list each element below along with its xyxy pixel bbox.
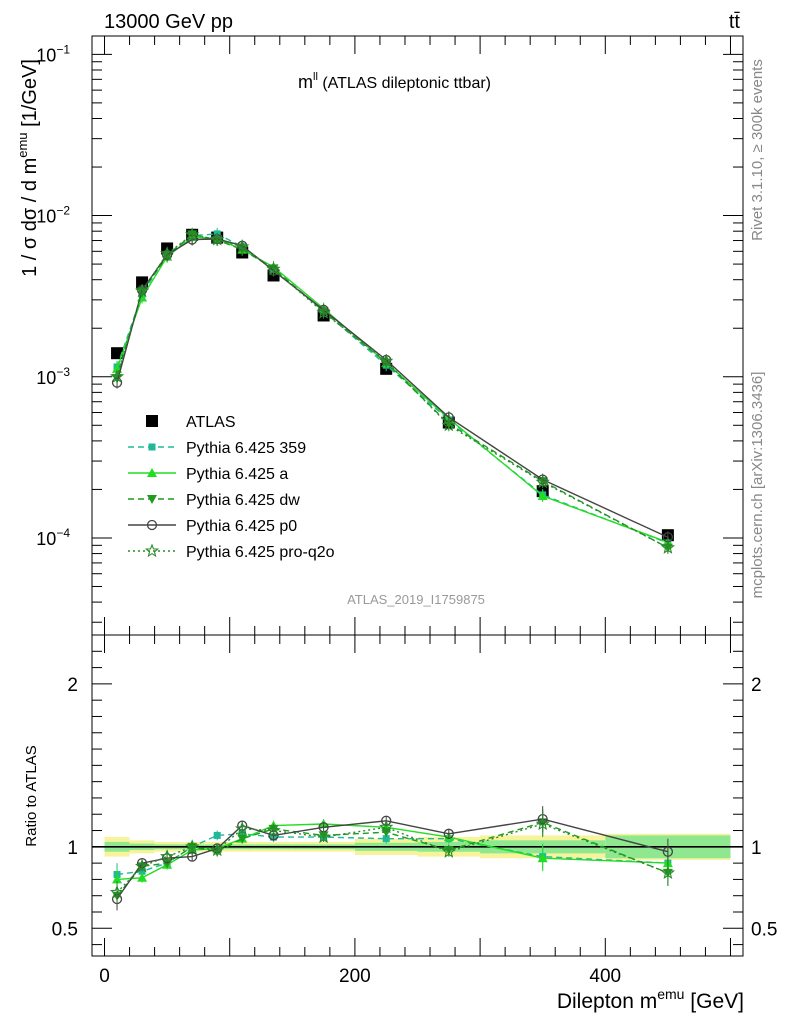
ratio-axis-ticks: 0.5 0.5 1 1 2 2 0 200 400 xyxy=(52,635,777,987)
ratio-y-tick-label: 0.5 xyxy=(52,919,78,940)
mc-point-triangle-down xyxy=(381,828,392,838)
ratio-series-layer xyxy=(109,806,676,911)
y-tick-label: 10−2 xyxy=(36,204,70,227)
mc-point-star xyxy=(109,369,125,383)
mc-point-star xyxy=(134,858,150,873)
ratio-series-line xyxy=(116,818,669,900)
mc-point-star xyxy=(159,849,175,863)
mc-point-star xyxy=(184,839,200,853)
legend-entry: Pythia 6.425 pro-q2o xyxy=(128,543,335,561)
ratio-series-line xyxy=(116,821,669,897)
y-tick-label: 10−4 xyxy=(36,526,70,549)
process-label: tt̄ xyxy=(729,11,741,33)
mc-point-star xyxy=(316,305,331,319)
mc-point-star xyxy=(660,540,676,554)
mc-point-star xyxy=(535,474,550,489)
mc-point-square xyxy=(382,835,390,843)
ratio-series-line xyxy=(116,823,668,881)
analysis-id-label: ATLAS_2019_I1759875 xyxy=(347,592,485,607)
mc-point-star xyxy=(266,261,281,276)
ratio-y-tick-label-right: 1 xyxy=(751,838,762,859)
mc-point-triangle-down xyxy=(147,495,157,504)
x-tick-label: 200 xyxy=(339,966,371,987)
mc-point-star xyxy=(379,819,394,834)
mc-point-star xyxy=(109,885,125,899)
y-tick-label: 10−1 xyxy=(36,42,70,65)
y-tick-label: 10−3 xyxy=(36,365,70,388)
mcplots-source-label: mcplots.cern.ch [arXiv:1306.3436] xyxy=(749,372,766,599)
legend-label: Pythia 6.425 pro-q2o xyxy=(186,544,335,561)
x-tick-label: 400 xyxy=(589,966,621,987)
ratio-y-axis-label: Ratio to ATLAS xyxy=(23,745,40,846)
mc-point-star xyxy=(441,844,456,858)
ratio-y-tick-label-right: 2 xyxy=(751,675,762,696)
mc-point-star xyxy=(235,239,250,253)
mc-point-triangle xyxy=(147,468,157,477)
series-line xyxy=(116,234,669,549)
legend-label: Pythia 6.425 p0 xyxy=(186,518,297,535)
mc-point-star xyxy=(441,417,456,432)
legend-entry: Pythia 6.425 359 xyxy=(128,440,306,457)
collision-label: 13000 GeV pp xyxy=(104,11,233,33)
ratio-y-tick-label-right: 0.5 xyxy=(751,919,777,940)
mc-point-star xyxy=(316,829,331,844)
mc-point-star xyxy=(660,865,676,880)
mc-point-star xyxy=(159,246,175,260)
ratio-series-line xyxy=(116,823,669,893)
plot-title: mll (ATLAS dileptonic ttbar) xyxy=(298,71,491,92)
mc-point-triangle xyxy=(137,872,148,882)
legend-label: Pythia 6.425 359 xyxy=(186,440,306,457)
rivet-version-label: Rivet 3.1.10, ≥ 300k events xyxy=(749,59,766,241)
main-axis-ticks: 10−4 10−3 10−2 10−1 xyxy=(36,36,743,635)
mc-point-star xyxy=(210,842,225,857)
mc-point-star xyxy=(535,816,550,831)
mc-point-star xyxy=(379,353,394,368)
mc-point-triangle xyxy=(112,874,123,884)
mc-point-star xyxy=(266,823,281,837)
series-pythia-6-425-pro-q2o xyxy=(109,227,676,554)
ratio-y-tick-label: 1 xyxy=(67,838,78,859)
legend-label: Pythia 6.425 a xyxy=(186,466,288,483)
mc-point-triangle xyxy=(537,853,548,863)
mc-point-circle xyxy=(443,828,454,839)
mc-point-star xyxy=(144,543,160,558)
ratio-y-tick-label: 2 xyxy=(67,675,78,696)
mc-point-star xyxy=(235,821,250,836)
x-tick-label: 0 xyxy=(99,966,110,987)
ratio-panel-frame xyxy=(91,634,744,957)
mc-point-triangle xyxy=(537,491,548,501)
x-axis-label: Dilepton memu [GeV] xyxy=(557,986,744,1013)
legend-entry: Pythia 6.425 dw xyxy=(128,492,300,509)
data-point-square xyxy=(146,415,158,427)
legend-label: ATLAS xyxy=(186,414,236,431)
mc-point-square xyxy=(148,443,156,451)
mc-point-star xyxy=(210,231,225,246)
mc-point-triangle-down xyxy=(237,834,248,844)
legend-entry: Pythia 6.425 p0 xyxy=(128,518,297,535)
mc-point-circle xyxy=(662,846,674,857)
legend-entry: Pythia 6.425 a xyxy=(128,466,288,483)
main-y-axis-label: 1 / σ dσ / d memu [1/GeV] xyxy=(15,59,41,277)
legend-label: Pythia 6.425 dw xyxy=(186,492,300,509)
mc-point-circle xyxy=(187,851,198,862)
legend-entry: ATLAS xyxy=(146,414,236,431)
mc-point-star xyxy=(184,227,200,241)
ratio-series-pythia-6-425-pro-q2o xyxy=(109,810,676,904)
mc-point-circle xyxy=(146,519,158,531)
main-series-layer xyxy=(109,227,676,554)
legend: ATLAS Pythia 6.425 359 Pythia 6.425 a Pythi… xyxy=(128,414,335,561)
mc-point-star xyxy=(134,283,150,298)
mc-point-square xyxy=(213,831,221,839)
